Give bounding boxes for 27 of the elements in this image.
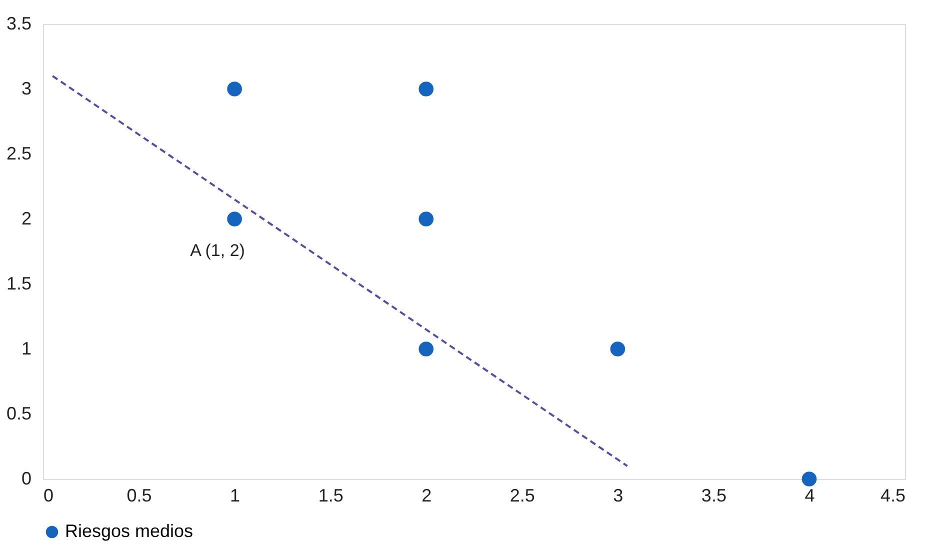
x-tick-label: 0 xyxy=(44,486,54,506)
y-tick-label: 3 xyxy=(21,78,32,98)
y-tick-label: 3.5 xyxy=(6,14,32,34)
annotation: A (1, 2) xyxy=(190,241,245,260)
x-tick-label: 3 xyxy=(613,486,624,506)
x-tick-label: 4 xyxy=(804,486,815,506)
x-tick-label: 4.5 xyxy=(880,486,906,506)
x-tick-label: 2 xyxy=(422,486,432,506)
x-tick-label: 1.5 xyxy=(318,486,344,506)
y-tick-label: 0.5 xyxy=(6,404,32,424)
y-tick-label: 2.5 xyxy=(6,144,32,164)
point xyxy=(418,82,434,96)
y-tick-label: 0 xyxy=(21,468,32,488)
point xyxy=(610,342,626,356)
point xyxy=(227,82,242,96)
y-tick-label: 1 xyxy=(21,338,32,358)
point xyxy=(802,472,817,486)
x-tick-label: 3.5 xyxy=(701,486,726,506)
y-tick-label: 2 xyxy=(21,208,32,228)
y-tick-label: 1.5 xyxy=(6,274,32,294)
x-tick-label: 2.5 xyxy=(510,486,535,506)
x-tick-label: 1 xyxy=(230,486,240,506)
point xyxy=(227,212,242,226)
point xyxy=(418,212,434,226)
point xyxy=(418,342,434,356)
legend-label: Riesgos medios xyxy=(65,521,194,541)
x-tick-label: 0.5 xyxy=(126,486,152,506)
